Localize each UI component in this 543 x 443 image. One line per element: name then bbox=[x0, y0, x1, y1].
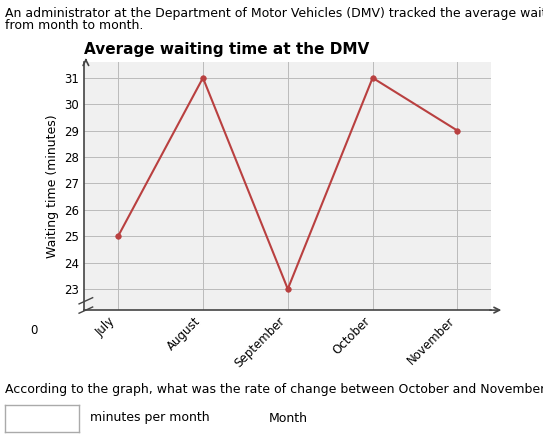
Y-axis label: Waiting time (minutes): Waiting time (minutes) bbox=[46, 114, 59, 258]
X-axis label: Month: Month bbox=[268, 412, 307, 425]
Text: According to the graph, what was the rate of change between October and November: According to the graph, what was the rat… bbox=[5, 383, 543, 396]
Text: from month to month.: from month to month. bbox=[5, 19, 144, 31]
Text: Average waiting time at the DMV: Average waiting time at the DMV bbox=[84, 42, 369, 57]
Text: 0: 0 bbox=[30, 324, 37, 337]
Text: An administrator at the Department of Motor Vehicles (DMV) tracked the average w: An administrator at the Department of Mo… bbox=[5, 7, 543, 19]
Text: minutes per month: minutes per month bbox=[90, 411, 209, 424]
